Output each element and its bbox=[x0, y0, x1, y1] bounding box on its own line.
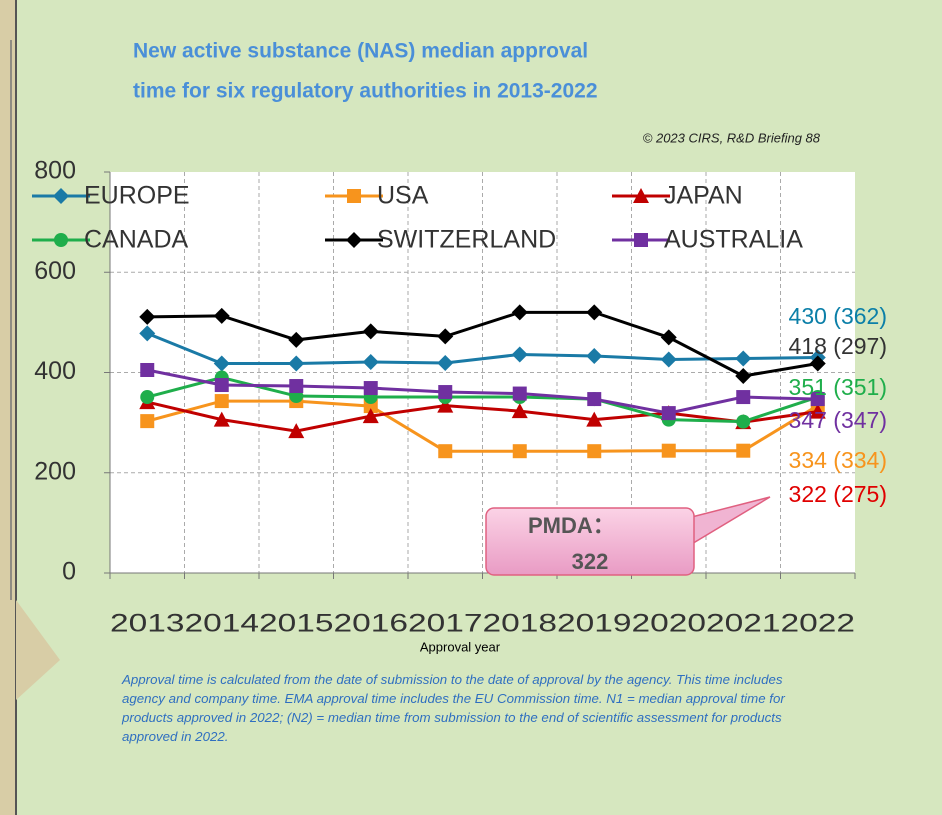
data-point bbox=[661, 443, 676, 458]
series-line bbox=[146, 400, 818, 433]
data-point bbox=[736, 414, 751, 429]
legend-label: JAPAN bbox=[664, 182, 743, 210]
x-tick-label: 2016 bbox=[334, 610, 409, 638]
data-point bbox=[512, 386, 527, 401]
copyright: © 2023 CIRS, R&D Briefing 88 bbox=[643, 130, 821, 145]
data-point bbox=[289, 379, 304, 394]
y-tick-label: 600 bbox=[34, 257, 76, 285]
x-tick-label: 2014 bbox=[185, 610, 260, 638]
data-point bbox=[213, 307, 230, 324]
data-point bbox=[363, 381, 378, 396]
data-point bbox=[587, 444, 602, 459]
chart-title: time for six regulatory authorities in 2… bbox=[133, 80, 598, 103]
data-point bbox=[735, 350, 752, 367]
callout-text: PMDA： bbox=[528, 513, 615, 538]
data-point bbox=[586, 304, 603, 321]
data-point bbox=[586, 411, 603, 427]
data-point bbox=[362, 408, 379, 424]
data-point bbox=[288, 331, 305, 348]
data-point bbox=[140, 414, 155, 429]
data-point bbox=[587, 392, 602, 407]
corner-shape bbox=[16, 600, 60, 700]
x-axis-label: Approval year bbox=[420, 639, 501, 654]
y-tick-label: 0 bbox=[62, 558, 76, 586]
data-point bbox=[511, 346, 528, 363]
callout-box bbox=[485, 507, 695, 576]
series-line bbox=[147, 310, 818, 378]
legend-label: EUROPE bbox=[84, 182, 190, 210]
y-tick-label: 400 bbox=[34, 357, 76, 385]
data-point bbox=[736, 390, 751, 405]
end-label: 418 (297) bbox=[789, 333, 887, 359]
end-label: 322 (275) bbox=[789, 481, 887, 507]
data-point bbox=[362, 323, 379, 340]
end-label: 334 (334) bbox=[789, 447, 887, 473]
data-point bbox=[140, 390, 155, 405]
y-tick-label: 800 bbox=[34, 157, 76, 185]
x-tick-label: 2015 bbox=[259, 610, 334, 638]
data-point bbox=[139, 308, 156, 325]
data-point bbox=[437, 354, 454, 371]
x-tick-label: 2022 bbox=[781, 610, 856, 638]
data-point bbox=[437, 397, 454, 413]
end-label: 351 (351) bbox=[789, 374, 887, 400]
chart-title: New active substance (NAS) median approv… bbox=[133, 40, 588, 63]
end-label: 430 (362) bbox=[789, 303, 887, 329]
data-point bbox=[438, 444, 453, 459]
data-point bbox=[809, 355, 826, 372]
data-point bbox=[213, 411, 230, 427]
data-point bbox=[511, 304, 528, 321]
data-point bbox=[213, 355, 230, 372]
data-point bbox=[139, 325, 156, 342]
x-tick-label: 2020 bbox=[632, 610, 707, 638]
legend-marker bbox=[54, 233, 68, 247]
x-tick-label: 2021 bbox=[706, 610, 781, 638]
x-tick-label: 2017 bbox=[408, 610, 483, 638]
series-line bbox=[146, 332, 818, 365]
data-point bbox=[214, 394, 229, 409]
y-tick-label: 200 bbox=[34, 457, 76, 485]
data-point bbox=[512, 444, 527, 459]
data-point bbox=[511, 403, 528, 419]
data-point bbox=[661, 406, 676, 421]
legend-label: AUSTRALIA bbox=[664, 226, 803, 254]
legend-marker bbox=[53, 188, 69, 204]
legend-marker bbox=[346, 232, 362, 248]
footnote: Approval time is calculated from the dat… bbox=[122, 672, 785, 744]
callout-text: 322 bbox=[572, 549, 609, 574]
data-point bbox=[660, 351, 677, 368]
data-point bbox=[586, 347, 603, 364]
data-point bbox=[288, 355, 305, 372]
data-point bbox=[735, 368, 752, 385]
end-label: 347 (347) bbox=[789, 407, 887, 433]
x-tick-label: 2013 bbox=[110, 610, 185, 638]
data-point bbox=[810, 392, 825, 407]
x-tick-label: 2019 bbox=[557, 610, 632, 638]
legend-label: USA bbox=[377, 182, 429, 210]
data-point bbox=[809, 403, 826, 419]
legend-marker bbox=[347, 189, 361, 203]
legend-label: SWITZERLAND bbox=[377, 226, 556, 254]
data-point bbox=[437, 328, 454, 345]
series-line bbox=[146, 368, 818, 415]
series-line bbox=[146, 399, 819, 453]
data-point bbox=[214, 378, 229, 393]
data-point bbox=[362, 353, 379, 370]
legend-label: CANADA bbox=[84, 226, 189, 254]
legend-marker bbox=[633, 188, 649, 203]
data-point bbox=[140, 362, 155, 377]
x-tick-label: 2018 bbox=[483, 610, 558, 638]
data-point bbox=[736, 443, 751, 458]
data-point bbox=[438, 385, 453, 400]
data-point bbox=[660, 329, 677, 346]
legend-marker bbox=[634, 233, 648, 247]
data-point bbox=[288, 423, 305, 439]
